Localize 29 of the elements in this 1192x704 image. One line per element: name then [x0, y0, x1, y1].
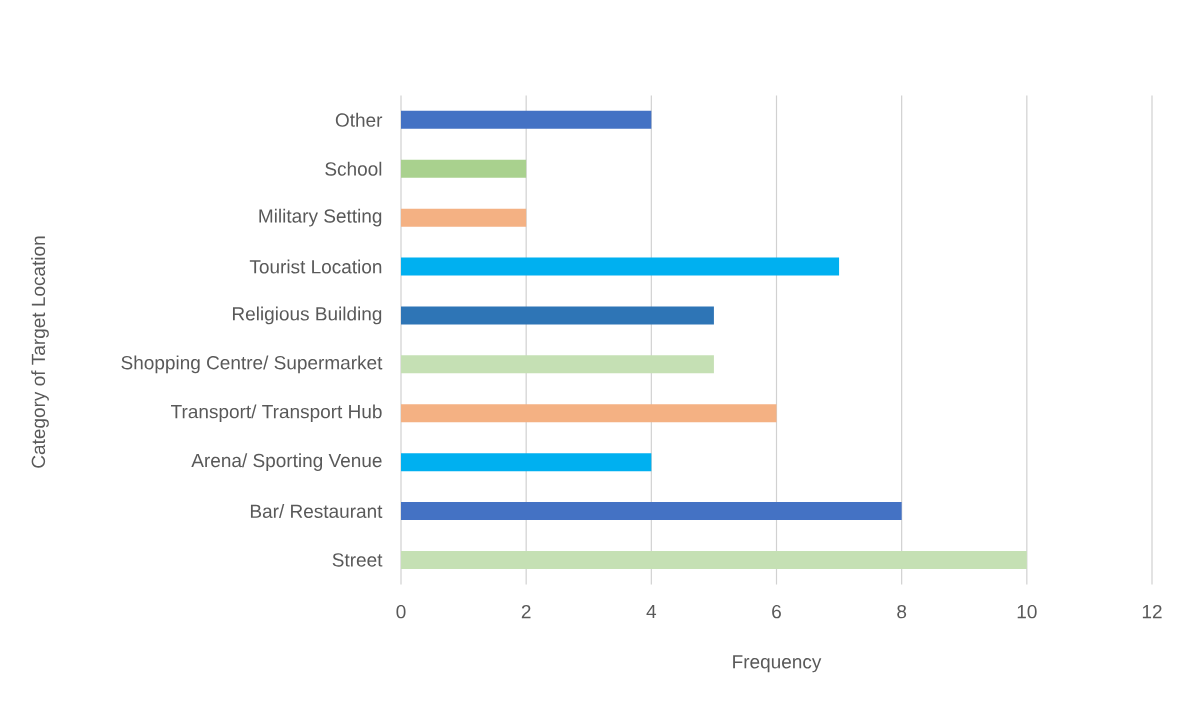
- bar: [401, 404, 777, 423]
- y-tick-label: Tourist Location: [249, 259, 382, 274]
- bar: [401, 355, 714, 374]
- bar: [401, 208, 527, 227]
- bar: [401, 159, 527, 178]
- bar: [401, 550, 1027, 569]
- y-tick-label: Bar/ Restaurant: [250, 504, 383, 519]
- y-tick-label: Shopping Centre/ Supermarket: [121, 355, 383, 374]
- bar: [401, 306, 714, 325]
- x-tick-label: 4: [646, 604, 657, 618]
- y-tick-label: Other: [335, 112, 383, 127]
- bar: [401, 257, 840, 276]
- y-tick-label: Religious Building: [232, 306, 382, 325]
- y-tick-label: School: [325, 161, 382, 176]
- y-tick-label: Street: [332, 553, 383, 567]
- x-tick-label: 6: [772, 604, 781, 619]
- x-tick-label: 10: [1017, 604, 1037, 619]
- x-tick-label: 0: [396, 604, 406, 619]
- bar: [401, 453, 652, 472]
- y-tick-label: Military Setting: [259, 208, 382, 227]
- bar: [401, 502, 902, 521]
- y-axis-title: Category of Target Location: [31, 236, 49, 468]
- y-tick-label: Transport/ Transport Hub: [171, 404, 382, 423]
- y-tick-label: Arena/ Sporting Venue: [191, 453, 382, 471]
- x-tick-label: 2: [521, 604, 531, 619]
- x-tick-label: 12: [1142, 604, 1162, 619]
- x-axis-title: Frequency: [733, 655, 822, 673]
- bar: [401, 110, 652, 129]
- x-tick-label: 8: [897, 604, 907, 619]
